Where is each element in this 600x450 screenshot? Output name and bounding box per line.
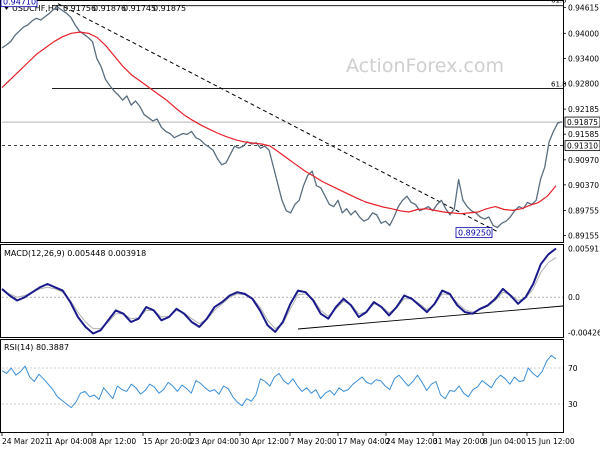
- rsi-plot: [1, 354, 563, 409]
- level-price-tag-box: [564, 140, 600, 152]
- price-tick-label: 0.92185: [568, 105, 599, 114]
- macd-label: MACD(12,26,9) 0.005448 0.003918: [4, 249, 146, 258]
- time-tick-label: 7 May 20:00: [290, 437, 337, 446]
- price-panel: [0, 0, 564, 243]
- price-panel-frame: [0, 0, 564, 243]
- macd-trendline: [297, 305, 564, 330]
- price-tick-label: 0.92800: [568, 79, 599, 88]
- price-guides: [2, 3, 563, 233]
- low-tag-box: [455, 227, 493, 239]
- macd-tick-label: 0.0: [568, 293, 580, 302]
- rsi-tick-label: 70: [568, 364, 578, 373]
- price-tick-label: 0.89755: [568, 207, 599, 216]
- current-price-tag: 0.91875: [567, 118, 598, 127]
- fib-label: 61.8: [551, 0, 567, 5]
- time-tick-label: 15 Jun 12:00: [527, 437, 575, 446]
- moving-average-line: [1, 31, 557, 215]
- fib-label: 61.8: [551, 80, 567, 88]
- price-tick-label: 0.93400: [568, 54, 599, 63]
- level-price-tag: 0.91310: [567, 142, 598, 151]
- time-tick-label: 17 May 04:00: [338, 437, 390, 446]
- low-tag: 0.89250: [458, 229, 491, 238]
- price-tick-label: 0.90970: [568, 156, 599, 165]
- time-tick-label: 15 Apr 20:00: [143, 437, 192, 446]
- rsi-panel: [0, 339, 564, 433]
- price-tick-label: 0.91585: [568, 130, 599, 139]
- time-tick-label: 1 Apr 04:00: [48, 437, 92, 446]
- price-line: [1, 6, 563, 229]
- price-tick-label: 0.89155: [568, 232, 599, 241]
- ohlc-close: 0.91875: [153, 4, 186, 13]
- time-tick-label: 8 Apr 12:00: [92, 437, 136, 446]
- high-tag: 0.94710: [3, 0, 36, 7]
- time-tick-label: 31 May 20:00: [433, 437, 485, 446]
- macd-tick-label: 0.005911: [568, 244, 600, 253]
- price-tick-label: 0.90370: [568, 181, 599, 190]
- macd-plot: [1, 247, 564, 335]
- high-tag-box: [0, 0, 38, 8]
- rsi-panel-frame: [0, 339, 564, 433]
- time-tick-label: 30 Apr 12:00: [240, 437, 289, 446]
- watermark: ActionForex.com: [346, 55, 504, 77]
- time-tick-label: 23 Apr 04:00: [190, 437, 239, 446]
- time-tick-label: 8 Jun 04:00: [483, 437, 526, 446]
- ohlc-open: 0.91756: [63, 4, 96, 13]
- time-tick-label: 24 May 12:00: [386, 437, 438, 446]
- symbol-label: USDCHF,H4: [12, 4, 59, 13]
- time-tick-label: 24 Mar 2021: [2, 437, 50, 446]
- rsi-line: [1, 354, 557, 409]
- rsi-label: RSI(14) 80.3887: [4, 343, 69, 352]
- ohlc-low: 0.91745: [123, 4, 156, 13]
- price-tick-label: 0.94615: [568, 4, 599, 13]
- ohlc-high: 0.91876: [93, 4, 126, 13]
- macd-tick-label: -0.004269: [568, 328, 600, 337]
- rsi-tick-label: 30: [568, 400, 578, 409]
- trendline-dashed: [57, 3, 498, 233]
- current-price-tag-box: [564, 116, 600, 128]
- price-tick-label: 0.94000: [568, 29, 599, 38]
- macd-line: [1, 247, 557, 335]
- price-plot: [1, 6, 563, 229]
